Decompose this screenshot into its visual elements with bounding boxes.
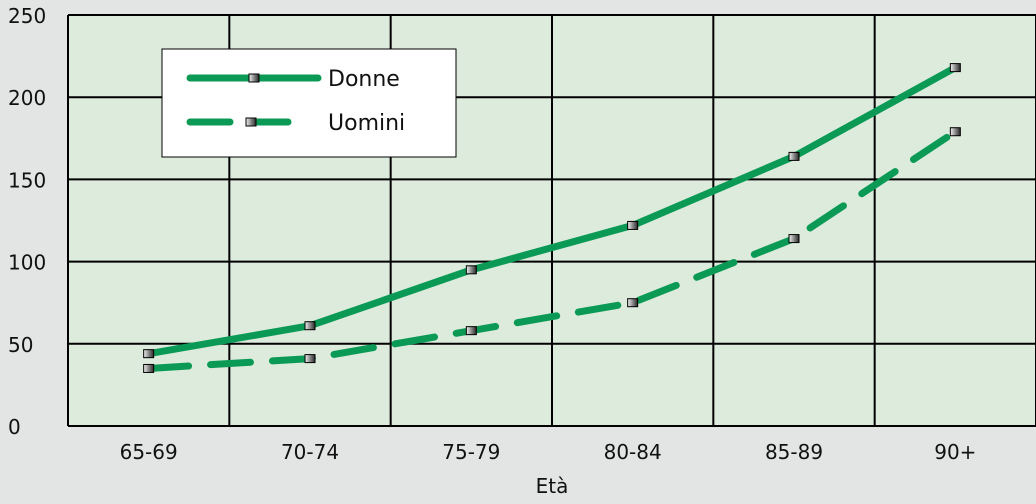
legend-marker-uomini xyxy=(245,117,257,127)
legend-label-uomini: Uomini xyxy=(328,111,405,136)
legend-label-donne: Donne xyxy=(328,67,400,92)
x-axis-ticks: 65-69 70-74 75-79 80-84 85-89 90+ xyxy=(120,440,977,464)
y-tick-label: 0 xyxy=(8,415,21,439)
data-point-uomini xyxy=(304,354,316,364)
legend-marker-donne xyxy=(248,73,260,83)
data-point-uomini xyxy=(949,127,961,137)
legend-box xyxy=(161,48,457,158)
x-tick-label: 85-89 xyxy=(765,440,823,464)
data-point-donne xyxy=(465,265,477,275)
data-point-uomini xyxy=(465,326,477,336)
series-line-donne xyxy=(145,64,959,358)
series-lines xyxy=(145,64,959,372)
y-tick-label: 200 xyxy=(8,86,46,110)
data-point-donne xyxy=(949,63,961,73)
x-tick-label: 75-79 xyxy=(442,440,500,464)
series-markers xyxy=(143,63,961,373)
legend: Donne Uomini xyxy=(161,48,457,158)
data-point-uomini xyxy=(627,298,639,308)
x-tick-label: 80-84 xyxy=(604,440,662,464)
x-tick-label: 70-74 xyxy=(281,440,339,464)
y-tick-label: 100 xyxy=(8,251,46,275)
y-axis-ticks: 0 50 100 150 200 250 xyxy=(8,4,46,439)
x-tick-label: 65-69 xyxy=(120,440,178,464)
data-point-donne xyxy=(627,220,639,230)
y-tick-label: 150 xyxy=(8,168,46,192)
y-tick-label: 50 xyxy=(8,333,33,357)
data-point-donne xyxy=(788,151,800,161)
data-point-uomini xyxy=(143,363,155,373)
data-point-donne xyxy=(143,349,155,359)
x-tick-label: 90+ xyxy=(934,440,976,464)
series-line-uomini xyxy=(145,128,959,372)
y-tick-label: 250 xyxy=(8,4,46,28)
data-point-donne xyxy=(304,321,316,331)
x-axis-label: Età xyxy=(536,474,569,498)
data-point-uomini xyxy=(788,234,800,244)
